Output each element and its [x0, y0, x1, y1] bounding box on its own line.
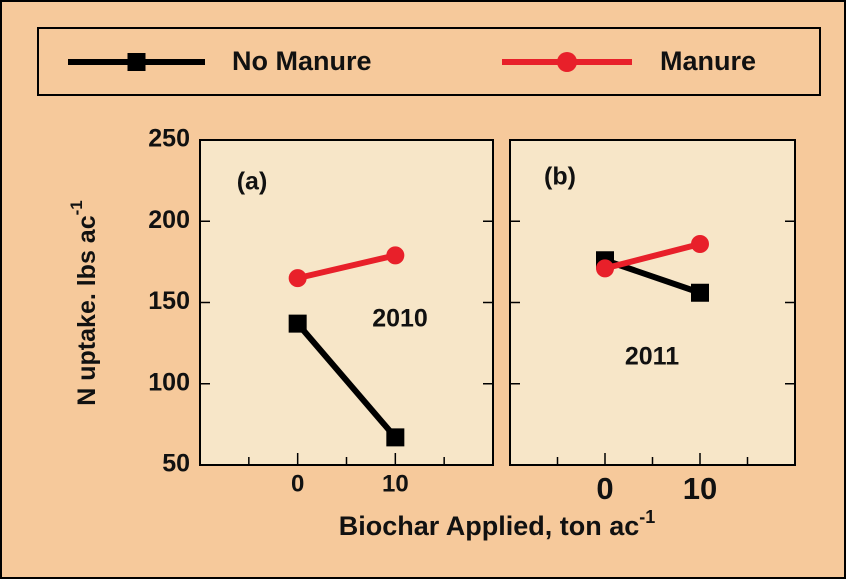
legend-label: Manure — [660, 46, 756, 76]
annotation: 2011 — [625, 343, 679, 371]
series-line — [296, 252, 397, 282]
y-tick-label: 100 — [148, 368, 190, 396]
legend-marker — [127, 53, 146, 71]
marker — [288, 314, 307, 333]
marker — [386, 428, 405, 447]
x-tick-label: 10 — [683, 471, 717, 506]
y-tick-label: 150 — [148, 287, 190, 315]
legend-marker — [557, 52, 577, 72]
marker — [288, 269, 307, 288]
series-line — [295, 321, 398, 440]
x-axis-label: Biochar Applied, ton ac-1 — [339, 507, 656, 541]
y-axis-label-sup: -1 — [67, 200, 86, 215]
x-axis-label-sup: -1 — [639, 507, 655, 527]
plot-area — [509, 139, 796, 466]
y-axis-label-group: N uptake. lbs ac-1 — [67, 200, 100, 405]
y-axis-label-text: N uptake. lbs ac — [73, 215, 101, 405]
marker — [386, 246, 405, 265]
legend-label: No Manure — [232, 46, 372, 76]
annotation: 2010 — [372, 305, 428, 333]
x-axis-label-text: Biochar Applied, ton ac — [339, 511, 640, 541]
y-tick-label: 50 — [162, 450, 190, 478]
y-axis-label: N uptake. lbs ac-1 — [67, 200, 100, 405]
marker — [691, 235, 709, 253]
panel-label: (b) — [544, 163, 576, 191]
series-line — [604, 241, 701, 272]
x-tick-label: 10 — [382, 470, 409, 497]
marker — [691, 283, 709, 302]
marker — [596, 259, 614, 278]
panel-label: (a) — [237, 168, 268, 196]
x-tick-label: 0 — [596, 471, 613, 506]
x-tick-label: 0 — [291, 470, 304, 497]
y-tick-label: 250 — [148, 125, 190, 153]
y-tick-label: 200 — [148, 206, 190, 234]
